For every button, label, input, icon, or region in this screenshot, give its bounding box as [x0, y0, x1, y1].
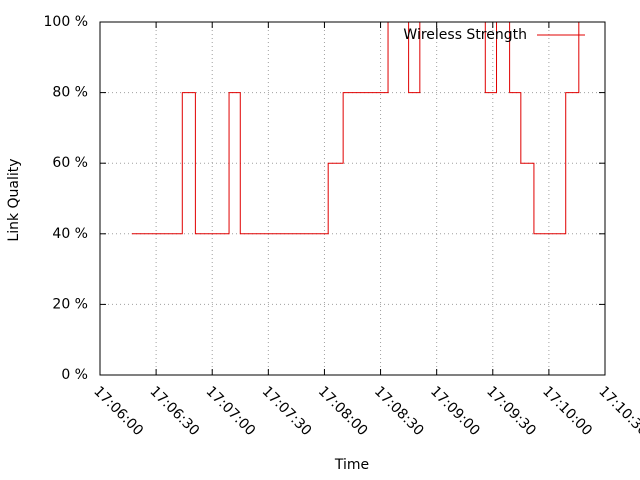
data-line [131, 21, 580, 235]
x-tick-label: 17:08:00 [315, 383, 371, 439]
x-tick-label: 17:08:30 [371, 383, 427, 439]
plot-border [99, 21, 606, 376]
x-tick-label: 17:09:30 [483, 383, 539, 439]
x-tick-label: 17:07:30 [259, 383, 315, 439]
x-tick-label: 17:10:00 [539, 383, 595, 439]
y-tick-label: 40 % [52, 226, 88, 242]
y-tick-label: 80 % [52, 85, 88, 101]
x-tick-label: 17:09:00 [427, 383, 483, 439]
x-tick-label: 17:07:00 [203, 383, 259, 439]
y-tick-label: 60 % [52, 155, 88, 171]
y-tick-label: 20 % [52, 296, 88, 312]
x-tick-label: 17:10:30 [595, 383, 640, 439]
legend-label: Wireless Strength [403, 27, 527, 43]
y-tick-label: 100 % [44, 14, 88, 30]
x-tick-label: 17:06:00 [90, 383, 146, 439]
x-axis-label: Time [334, 457, 369, 473]
x-tick-label: 17:06:30 [146, 383, 202, 439]
y-tick-label: 0 % [61, 367, 88, 383]
y-axis-label: Link Quality [6, 158, 22, 241]
